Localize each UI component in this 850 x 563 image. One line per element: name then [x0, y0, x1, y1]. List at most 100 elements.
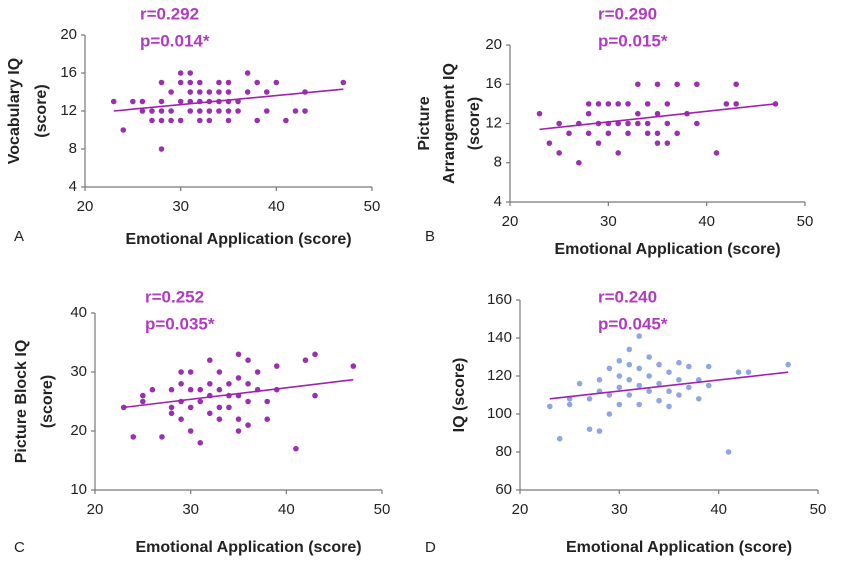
point — [206, 117, 213, 124]
point — [207, 381, 213, 387]
y-tick-label: 20 — [70, 422, 87, 439]
point — [177, 98, 184, 105]
y-tick-label: 20 — [485, 36, 502, 53]
point — [168, 108, 174, 114]
point — [656, 380, 662, 387]
x-tick-label: 20 — [87, 501, 104, 518]
y-tick-label: 4 — [69, 178, 77, 195]
point — [312, 392, 318, 399]
point — [636, 382, 642, 389]
point — [168, 404, 175, 411]
point — [605, 101, 612, 107]
point — [635, 81, 641, 88]
x-axis-label: Emotional Application (score) — [135, 539, 361, 556]
point — [264, 416, 271, 423]
annotation: r=0.252 — [145, 287, 204, 306]
point — [177, 70, 184, 76]
point — [350, 363, 357, 369]
point — [206, 89, 213, 95]
point — [605, 130, 612, 137]
point — [636, 365, 642, 372]
point — [187, 79, 194, 86]
annotation: p=0.014* — [140, 31, 210, 50]
y-tick-label: 4 — [494, 193, 502, 210]
point — [187, 108, 194, 114]
point — [235, 351, 242, 358]
point — [664, 140, 671, 146]
point — [733, 101, 739, 107]
point — [273, 363, 280, 369]
point — [158, 108, 165, 114]
annotation: p=0.045* — [598, 314, 668, 333]
point — [705, 382, 712, 389]
point — [676, 392, 682, 398]
point — [596, 377, 603, 383]
x-tick-label: 40 — [268, 198, 285, 215]
y-tick-label: 8 — [69, 140, 77, 157]
y-axis-label: Picture Block IQ — [13, 340, 30, 464]
point — [576, 380, 583, 387]
point — [197, 398, 204, 405]
point — [177, 79, 184, 86]
point — [216, 108, 222, 114]
y-tick-label: 20 — [60, 26, 77, 43]
point — [177, 117, 184, 124]
point — [694, 81, 700, 88]
point — [225, 79, 232, 86]
point — [626, 346, 633, 353]
point — [168, 117, 174, 124]
x-axis-label: Emotional Application (score) — [554, 241, 780, 258]
point — [666, 388, 672, 395]
y-tick-label: 10 — [70, 481, 87, 498]
point — [197, 117, 203, 124]
point — [666, 369, 672, 376]
point — [735, 369, 742, 376]
point — [636, 333, 642, 339]
point — [616, 401, 623, 408]
point — [340, 79, 347, 86]
point — [676, 377, 682, 383]
point — [616, 373, 623, 379]
trend-line — [539, 103, 776, 131]
point — [187, 89, 194, 95]
point — [635, 110, 641, 117]
point — [312, 351, 318, 358]
point — [666, 403, 672, 410]
point — [674, 81, 680, 88]
point — [139, 108, 146, 114]
point — [585, 130, 592, 137]
point — [187, 428, 194, 434]
point — [616, 384, 623, 391]
point — [140, 392, 146, 399]
y-axis-label: (score) — [39, 375, 56, 428]
point — [158, 79, 165, 86]
point — [733, 81, 739, 88]
point — [745, 369, 752, 376]
point — [216, 416, 223, 423]
point — [263, 108, 270, 114]
point — [187, 386, 194, 393]
point — [187, 369, 194, 375]
point — [536, 110, 543, 117]
point — [696, 396, 702, 402]
point — [302, 108, 308, 114]
point — [197, 440, 204, 446]
point — [235, 108, 241, 114]
x-tick-label: 20 — [77, 198, 94, 215]
point — [656, 361, 662, 368]
point — [556, 120, 562, 127]
point — [654, 110, 661, 117]
point — [585, 101, 592, 107]
y-tick-label: 140 — [487, 329, 512, 346]
x-tick-label: 30 — [600, 213, 617, 230]
point — [110, 98, 117, 105]
point — [216, 386, 223, 393]
point — [615, 101, 621, 107]
y-axis-label: Vocabulary IQ — [6, 58, 23, 164]
point — [168, 89, 174, 95]
point — [644, 101, 651, 107]
point — [547, 403, 553, 410]
point — [674, 130, 680, 137]
point — [646, 388, 652, 395]
point — [216, 369, 223, 375]
